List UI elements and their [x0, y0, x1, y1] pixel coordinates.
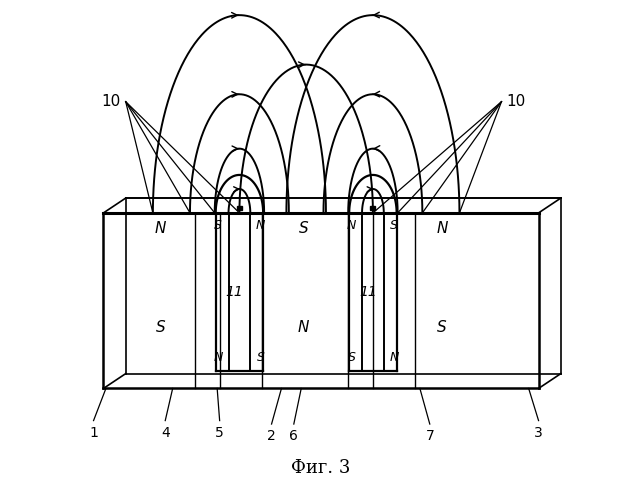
- Text: S: S: [155, 320, 165, 334]
- Text: S: S: [348, 351, 356, 364]
- Text: 7: 7: [426, 429, 434, 443]
- Text: 11: 11: [359, 285, 377, 299]
- Text: N: N: [214, 351, 223, 364]
- Text: 3: 3: [534, 426, 543, 440]
- Text: 1: 1: [89, 426, 98, 440]
- Text: N: N: [298, 320, 309, 334]
- Text: N: N: [390, 351, 399, 364]
- Text: 5: 5: [215, 426, 224, 440]
- Text: S: S: [390, 219, 398, 232]
- Text: S: S: [214, 219, 222, 232]
- Text: 10: 10: [507, 94, 526, 109]
- Text: 4: 4: [161, 426, 169, 440]
- Text: N: N: [347, 219, 356, 232]
- Text: 6: 6: [290, 429, 299, 443]
- Text: S: S: [257, 351, 265, 364]
- Text: S: S: [299, 220, 309, 236]
- Text: 2: 2: [267, 429, 276, 443]
- Text: 10: 10: [101, 94, 121, 109]
- Text: N: N: [256, 219, 265, 232]
- Text: S: S: [437, 320, 447, 334]
- Text: N: N: [155, 220, 166, 236]
- Text: 11: 11: [225, 285, 243, 299]
- Text: Фиг. 3: Фиг. 3: [291, 458, 351, 476]
- Text: N: N: [437, 220, 448, 236]
- Bar: [370, 206, 376, 210]
- Bar: [237, 206, 242, 210]
